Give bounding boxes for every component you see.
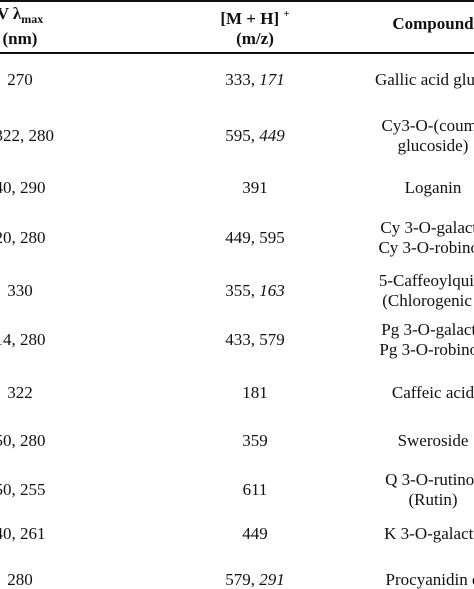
uv-cell: 322: [7, 383, 33, 402]
compound-cell: Caffeic acid: [391, 383, 474, 402]
mz-fragment: 449: [259, 126, 285, 145]
header-uv-sub: max: [21, 12, 44, 26]
mz-plain: 355,: [225, 281, 260, 300]
compound-cell: Pg 3-O-robinob: [379, 340, 474, 359]
compound-cell: Gallic acid gluco: [374, 70, 474, 89]
mz-plain: 449: [242, 524, 268, 543]
header-mz-line2: (m/z): [236, 29, 274, 48]
uv-cell: 40, 290: [0, 178, 46, 197]
uv-cell: 40, 261: [0, 524, 46, 543]
mz-cell: 181: [189, 383, 321, 402]
mz-cell: 359: [189, 431, 321, 450]
header-mz-sup: +: [283, 8, 290, 20]
compound-cell: Procyanidin d: [385, 570, 474, 589]
header-rule: [0, 52, 474, 54]
compound-cell: Cy 3-O-galacto: [380, 218, 474, 237]
mz-cell: 433, 579: [189, 330, 321, 349]
top-rule: [0, 0, 474, 2]
mz-plain: 391: [242, 178, 268, 197]
uv-cell: 14, 280: [0, 330, 46, 349]
header-mz-line1: [M + H]: [220, 9, 280, 28]
mz-fragment: 171: [259, 70, 285, 89]
uv-cell: 280: [7, 570, 33, 589]
compound-cell: Q 3-O-rutinos: [385, 470, 474, 489]
compound-cell: Loganin: [404, 178, 462, 197]
header-compound-label: Compound: [392, 14, 474, 33]
mz-plain: 611: [242, 480, 268, 499]
mz-plain: 579,: [225, 570, 260, 589]
header-uv-line2: (nm): [2, 29, 38, 48]
header-mz: [M + H] + (m/z): [189, 4, 321, 49]
mz-cell: 449, 595: [189, 228, 321, 247]
compound-cell: Pg 3-O-galacto: [381, 320, 474, 339]
mz-cell: 355, 163: [189, 281, 321, 300]
uv-cell: , 322, 280: [0, 126, 54, 145]
mz-plain: 595,: [225, 126, 260, 145]
uv-cell: 50, 255: [0, 480, 46, 499]
mz-plain: 333,: [225, 70, 260, 89]
mz-plain: 449, 595: [225, 228, 285, 247]
mz-plain: 181: [242, 383, 268, 402]
mz-cell: 391: [189, 178, 321, 197]
uv-cell: 20, 280: [0, 228, 46, 247]
compound-cell: Cy3-O-(couma: [381, 116, 474, 135]
compound-cell: K 3-O-galacto: [384, 524, 474, 543]
header-uv-line1: V λ: [0, 4, 22, 23]
header-compound: Compound: [318, 14, 474, 34]
mz-cell: 579, 291: [189, 570, 321, 589]
compound-cell: (Chlorogenic a: [382, 291, 474, 310]
compound-cell: glucoside): [397, 136, 469, 155]
header-uv: V λmax (nm): [0, 4, 80, 49]
compound-cell: 5-Caffeoylquini: [378, 271, 474, 290]
mz-fragment: 163: [259, 281, 285, 300]
uv-cell: 50, 280: [0, 431, 46, 450]
mz-cell: 333, 171: [189, 70, 321, 89]
mz-cell: 449: [189, 524, 321, 543]
mz-plain: 359: [242, 431, 268, 450]
compound-cell: Sweroside: [397, 431, 469, 450]
mz-plain: 433, 579: [225, 330, 285, 349]
compound-cell: Cy 3-O-robinob: [378, 238, 474, 257]
uv-cell: 330: [7, 281, 33, 300]
mz-cell: 595, 449: [189, 126, 321, 145]
compound-cell: (Rutin): [408, 490, 458, 509]
uv-cell: 270: [7, 70, 33, 89]
mz-cell: 611: [189, 480, 321, 499]
mz-fragment: 291: [259, 570, 285, 589]
